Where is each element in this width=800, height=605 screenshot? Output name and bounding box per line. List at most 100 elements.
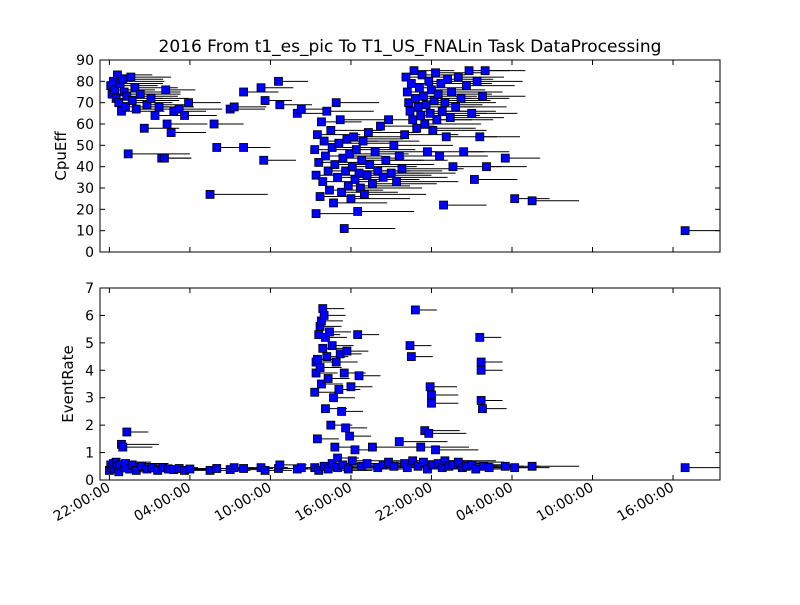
cpueff-point	[166, 128, 176, 137]
cpueff-point	[358, 136, 368, 146]
cpueff-point	[500, 153, 510, 163]
cpueff-point	[161, 85, 171, 95]
cpueff-point	[275, 100, 285, 110]
eventrate-y-tick-label: 0	[85, 473, 94, 489]
cpueff-point	[405, 106, 415, 116]
cpueff-point	[419, 91, 428, 101]
cpueff-point	[378, 172, 388, 182]
eventrate-point	[476, 365, 486, 375]
cpueff-point	[435, 151, 444, 161]
eventrate-point	[315, 363, 325, 372]
cpueff-point	[365, 160, 375, 169]
eventrate-point	[484, 463, 494, 473]
cpueff-point	[409, 66, 419, 76]
cpueff-point	[239, 143, 248, 152]
eventrate-point	[394, 437, 404, 447]
eventrate-point	[334, 385, 344, 394]
cpueff-y-tick-label: 60	[76, 117, 94, 133]
eventrate-point	[339, 368, 349, 378]
cpueff-point	[184, 98, 193, 108]
eventrate-y-tick-label: 6	[85, 308, 94, 324]
cpueff-point	[325, 185, 334, 195]
cpueff-y-tick-label: 80	[76, 74, 94, 90]
eventrate-y-tick-label: 5	[85, 336, 94, 352]
cpueff-point	[680, 226, 690, 236]
eventrate-point	[354, 371, 364, 381]
cpueff-point	[135, 89, 145, 99]
cpueff-point	[346, 194, 356, 204]
eventrate-plot-frame	[99, 287, 721, 481]
eventrate-point	[527, 461, 537, 471]
chart-title: 2016 From t1_es_pic To T1_US_FNALin Task…	[159, 37, 662, 57]
cpueff-point	[311, 170, 321, 180]
eventrate-point	[337, 407, 346, 416]
eventrate-point	[425, 382, 435, 392]
cpueff-point	[357, 155, 367, 165]
eventrate-point	[405, 341, 415, 351]
eventrate-point	[275, 460, 285, 470]
cpueff-point	[423, 147, 432, 157]
eventrate-point	[478, 404, 487, 414]
eventrate-point	[239, 464, 248, 473]
cpueff-y-tick-label: 0	[85, 245, 94, 261]
cpueff-point	[359, 189, 369, 199]
cpueff-point	[313, 130, 322, 140]
eventrate-point	[424, 428, 434, 438]
cpueff-plot-frame	[99, 59, 721, 253]
cpueff-point	[333, 172, 342, 182]
cpueff-point	[353, 207, 363, 216]
cpueff-point	[315, 192, 325, 201]
x-tick-label: 16:00:00	[615, 480, 677, 525]
cpueff-point	[362, 170, 372, 180]
eventrate-point	[229, 463, 239, 473]
cpueff-point	[319, 136, 329, 146]
cpueff-marks	[106, 66, 720, 236]
eventrate-point	[408, 456, 418, 466]
eventrate-point	[680, 463, 690, 473]
cpueff-point	[239, 87, 248, 97]
cpueff-point	[162, 119, 172, 129]
cpueff-point	[472, 76, 482, 86]
eventrate-point	[296, 463, 306, 473]
cpueff-point	[431, 68, 440, 78]
cpueff-y-ticks: 0 10 20 30 40 50 60 70 80 90	[76, 53, 720, 261]
eventrate-y-tick-label: 4	[85, 363, 94, 379]
cpueff-point	[318, 177, 328, 187]
eventrate-point	[406, 352, 416, 361]
cpueff-point	[400, 130, 410, 140]
eventrate-point	[317, 379, 326, 389]
eventrate-point	[313, 434, 322, 444]
cpueff-point	[424, 76, 434, 86]
cpueff-point	[389, 140, 399, 150]
eventrate-y-tick-label: 7	[85, 281, 94, 297]
x-tick-labels: 22:00:00 04:00:00 10:00:00 16:00:00 22:00:00…	[51, 480, 677, 525]
eventrate-point	[427, 390, 436, 400]
x-tick-label: 04:00:00	[454, 480, 516, 525]
cpueff-point	[349, 132, 359, 142]
cpueff-point	[323, 166, 333, 176]
cpueff-y-axis-label: CpuEff	[52, 131, 70, 181]
cpueff-point	[376, 121, 385, 131]
cpueff-point	[368, 179, 377, 189]
cpueff-point	[406, 79, 416, 88]
cpueff-point	[421, 100, 431, 110]
cpueff-point	[416, 111, 426, 120]
cpueff-point	[335, 115, 345, 125]
cpueff-y-tick-label: 50	[76, 138, 94, 154]
eventrate-y-axis-label: EventRate	[59, 345, 77, 422]
cpueff-point	[256, 83, 266, 93]
cpueff-point	[386, 168, 396, 178]
eventrate-point	[476, 357, 486, 367]
eventrate-point	[341, 423, 350, 433]
x-tick-label: 04:00:00	[131, 480, 193, 525]
x-tick-label: 10:00:00	[212, 480, 274, 525]
cpueff-point	[510, 194, 520, 204]
x-tick-label: 10:00:00	[534, 480, 596, 525]
eventrate-point	[368, 442, 377, 452]
cpueff-point	[402, 87, 412, 97]
eventrate-y-ticks: 0 1 2 3 4 5 6 7	[85, 281, 720, 489]
eventrate-point	[319, 311, 329, 320]
cpueff-point	[397, 164, 407, 174]
cpueff-point	[439, 200, 448, 210]
